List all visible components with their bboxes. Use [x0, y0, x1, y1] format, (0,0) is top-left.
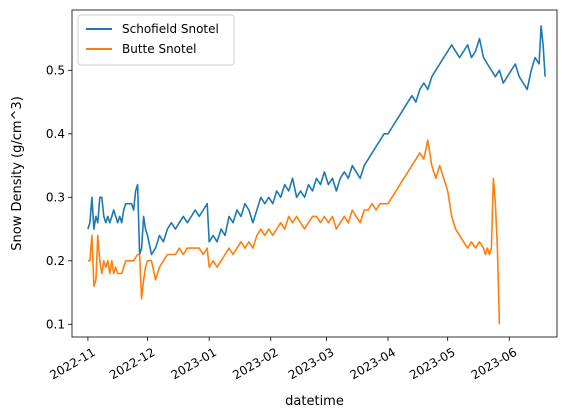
- x-axis-ticks: 2022-11 2022-12 2023-01 2023-02 2023-03 2023-…: [47, 337, 519, 382]
- legend-label-schofield: Schofield Snotel: [122, 22, 219, 36]
- x-tick-label: 2023-03: [286, 345, 336, 382]
- plot-frame: [71, 9, 558, 338]
- x-tick-label: 2023-02: [230, 345, 280, 382]
- legend-label-butte: Butte Snotel: [122, 42, 196, 56]
- legend: Schofield Snotel Butte Snotel: [77, 14, 235, 66]
- x-tick-label: 2023-05: [407, 345, 457, 382]
- legend-box: [77, 14, 235, 66]
- y-tick-label: 0.1: [46, 317, 65, 331]
- y-axis-label: Snow Density (g/cm^3): [10, 96, 25, 251]
- y-tick-label: 0.4: [46, 127, 65, 141]
- x-tick-label: 2023-01: [169, 345, 219, 382]
- x-tick-label: 2022-12: [107, 345, 157, 382]
- plot-lines: [87, 25, 546, 325]
- y-tick-label: 0.3: [46, 190, 65, 204]
- series-line-schofield-snotel: [87, 25, 546, 256]
- y-tick-label: 0.5: [46, 63, 65, 77]
- y-axis-ticks: 0.1 0.2 0.3 0.4 0.5: [46, 63, 72, 331]
- y-tick-label: 0.2: [46, 254, 65, 268]
- x-tick-label: 2023-04: [348, 345, 398, 382]
- x-tick-label: 2023-06: [469, 345, 519, 382]
- x-axis-label: datetime: [285, 394, 344, 409]
- series-line-butte-snotel: [87, 139, 501, 325]
- x-tick-label: 2022-11: [47, 345, 97, 382]
